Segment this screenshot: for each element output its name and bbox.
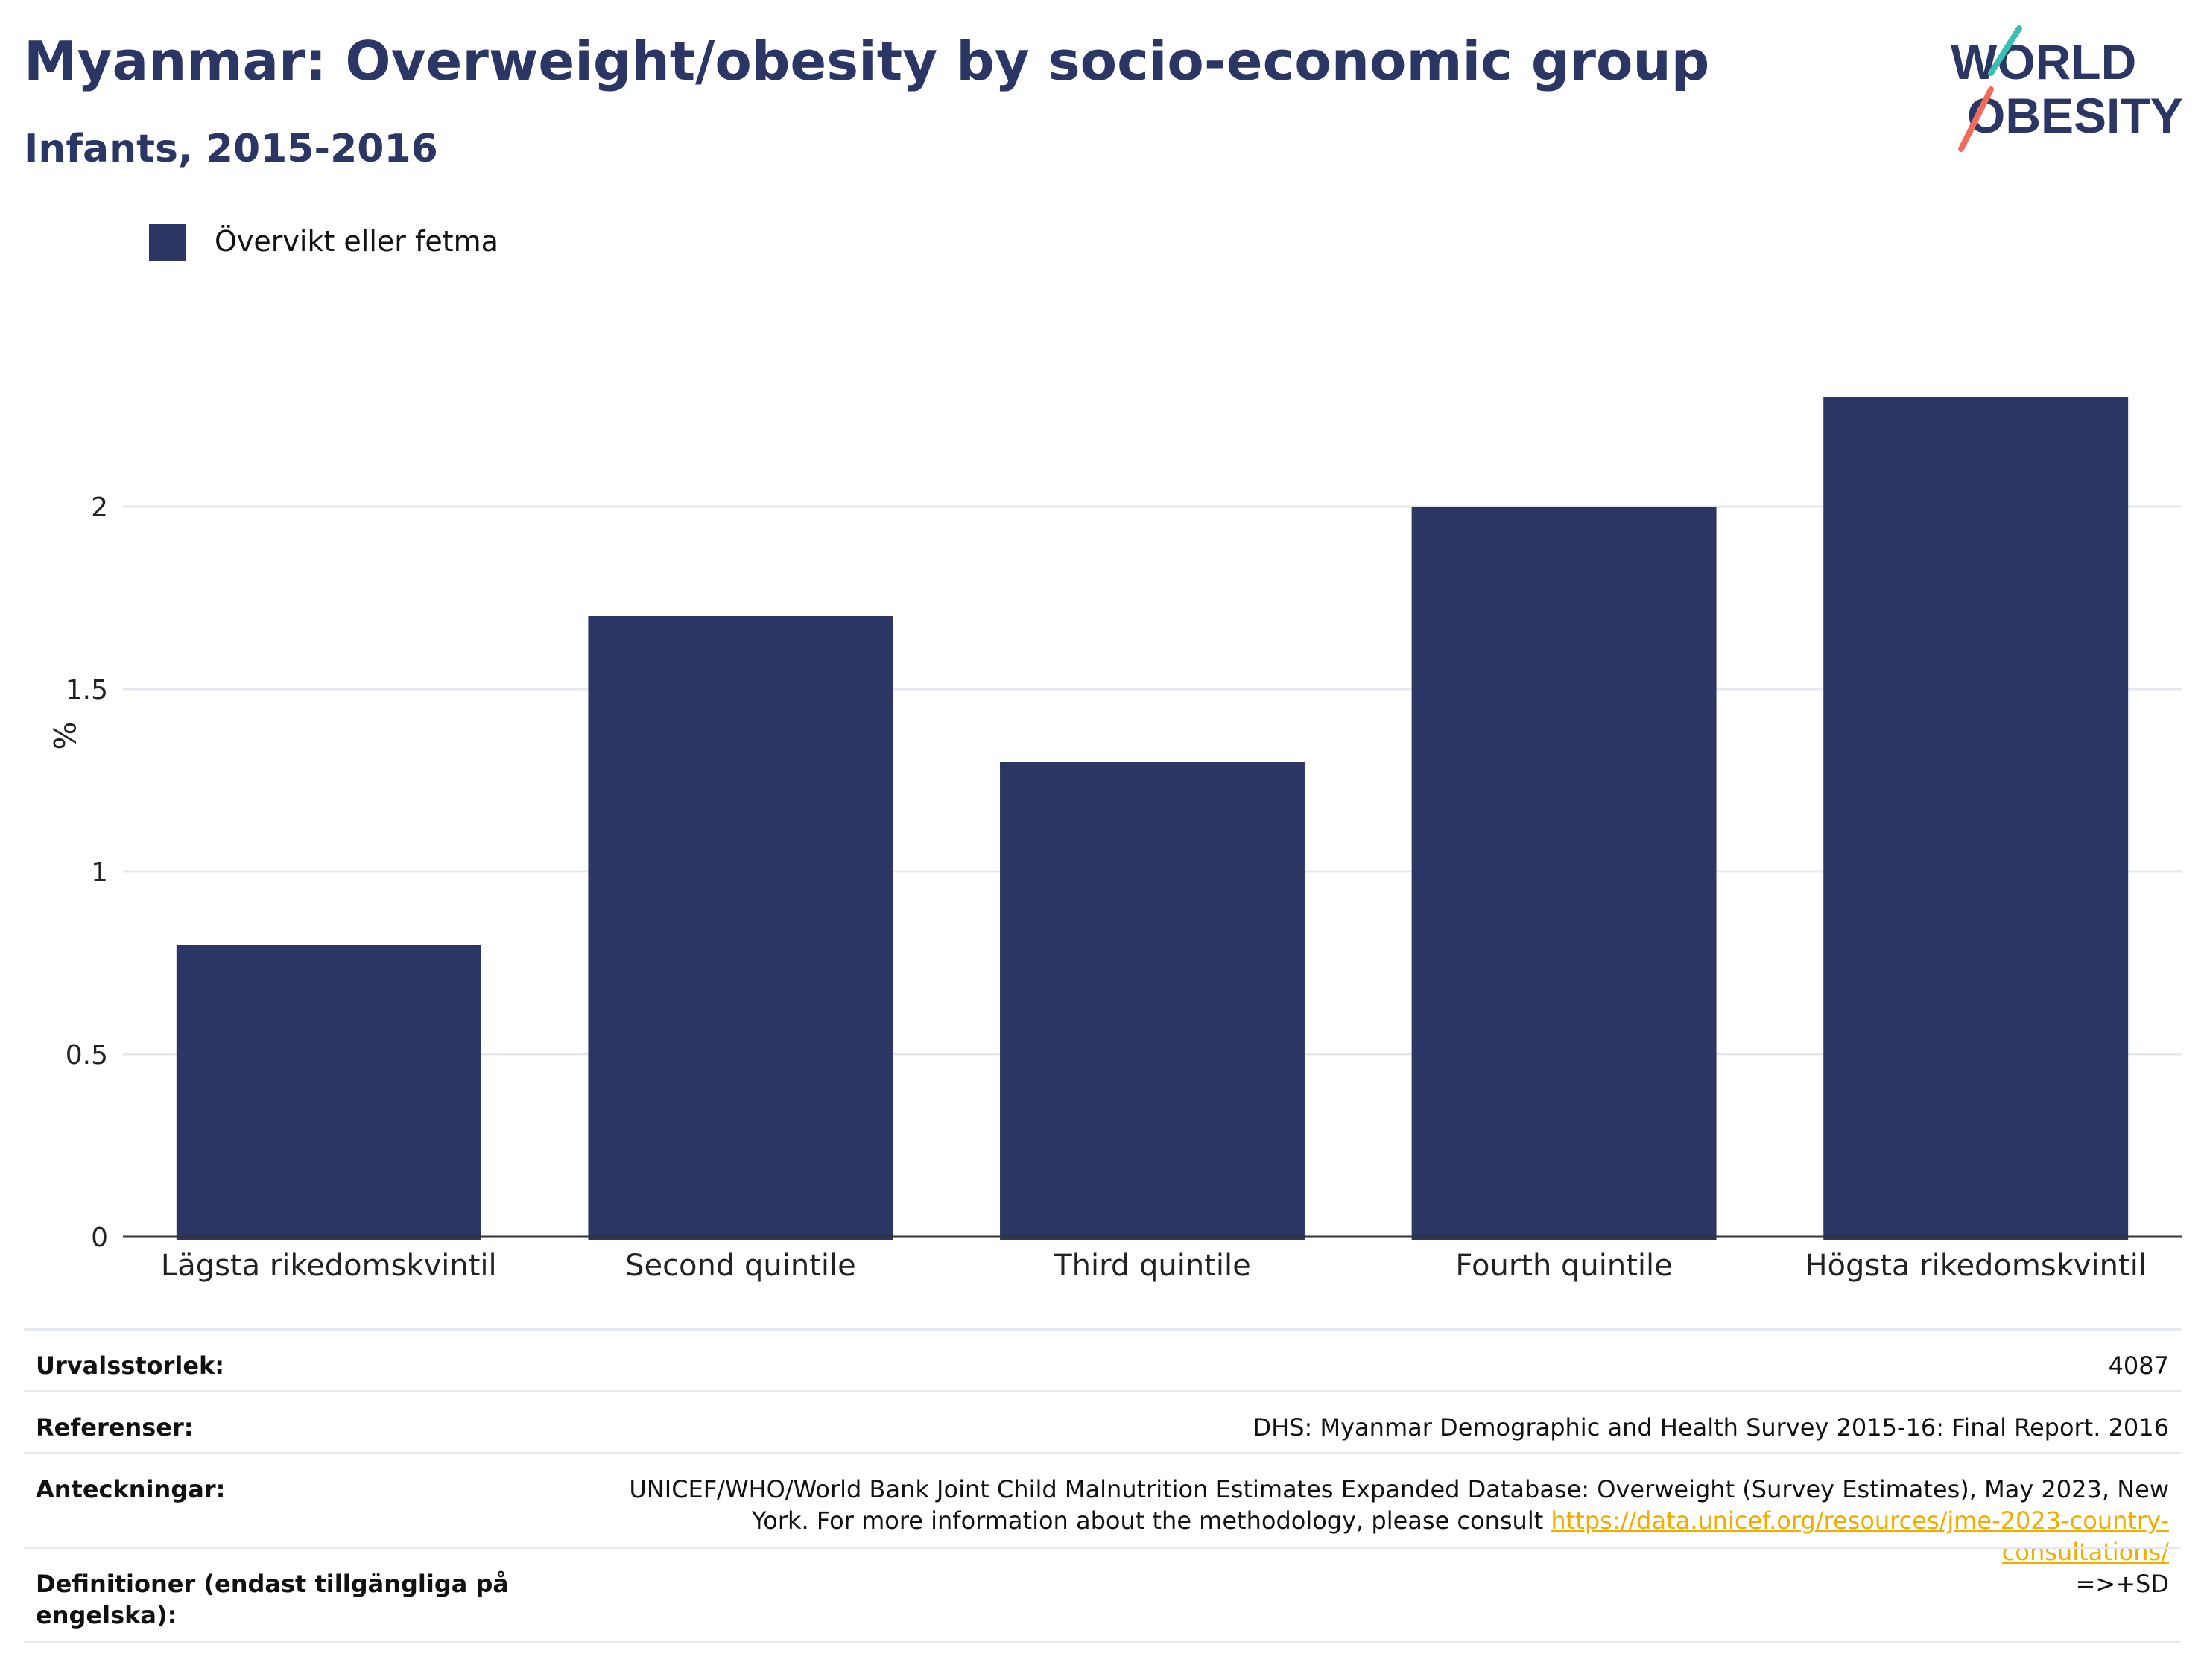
info-row-definitions: Definitioner (endast tillgängliga på eng… [24,1547,2181,1643]
legend-swatch [149,224,186,261]
logo-line2: OBESITY [1967,88,2183,143]
info-table: Urvalsstorlek: 4087 Referenser: DHS: Mya… [24,1328,2181,1643]
info-key: Urvalsstorlek: [36,1351,225,1380]
info-value: 4087 [2108,1351,2169,1380]
info-row-sample-size: Urvalsstorlek: 4087 [24,1328,2181,1390]
info-value: DHS: Myanmar Demographic and Health Surv… [1253,1413,2169,1442]
notes-link[interactable]: https://data.unicef.org/resources/jme-20… [1551,1506,2169,1566]
y-tick-label: 1 [91,858,108,888]
info-row-references: Referenser: DHS: Myanmar Demographic and… [24,1390,2181,1452]
info-value: UNICEF/WHO/World Bank Joint Child Malnut… [604,1474,2169,1568]
info-key: Referenser: [36,1413,194,1442]
y-tick-label: 0 [91,1223,108,1253]
bar [588,616,893,1240]
bar [1823,397,2129,1240]
bar-chart: 0 0.5 1 1.5 2% Lägsta rikedomskvintil Second q… [46,397,2182,1283]
y-tick-label: 0.5 [66,1040,108,1071]
x-tick-label: Högsta rikedomskvintil [1805,1249,2146,1283]
chart-subtitle: Infants, 2015-2016 [24,127,438,171]
legend-label: Övervikt eller fetma [215,225,498,258]
info-row-notes: Anteckningar: UNICEF/WHO/World Bank Join… [24,1452,2181,1566]
logo-line1: WORLD [1951,34,2136,89]
logo-slash-coral [1958,86,1994,152]
x-tick-label: Third quintile [1053,1249,1250,1283]
world-obesity-logo: WORLD OBESITY [1951,25,2183,152]
y-axis-label: % [46,721,80,749]
x-tick-label: Fourth quintile [1455,1249,1672,1283]
info-key: Anteckningar: [36,1475,226,1503]
bar [1000,762,1305,1240]
chart-title: Myanmar: Overweight/obesity by socio-eco… [24,30,1710,92]
info-key: Definitioner (endast tillgängliga på eng… [36,1570,509,1629]
y-tick-label: 2 [91,492,108,523]
y-tick-label: 1.5 [66,675,108,706]
x-tick-label: Second quintile [625,1249,856,1283]
notes-text: UNICEF/WHO/World Bank Joint Child Malnut… [629,1475,2169,1535]
x-tick-label: Lägsta rikedomskvintil [161,1249,497,1283]
bar [176,945,481,1240]
info-value: =>+SD [2075,1570,2169,1598]
bar [1411,507,1717,1240]
logo-slash-teal [1988,25,2022,76]
